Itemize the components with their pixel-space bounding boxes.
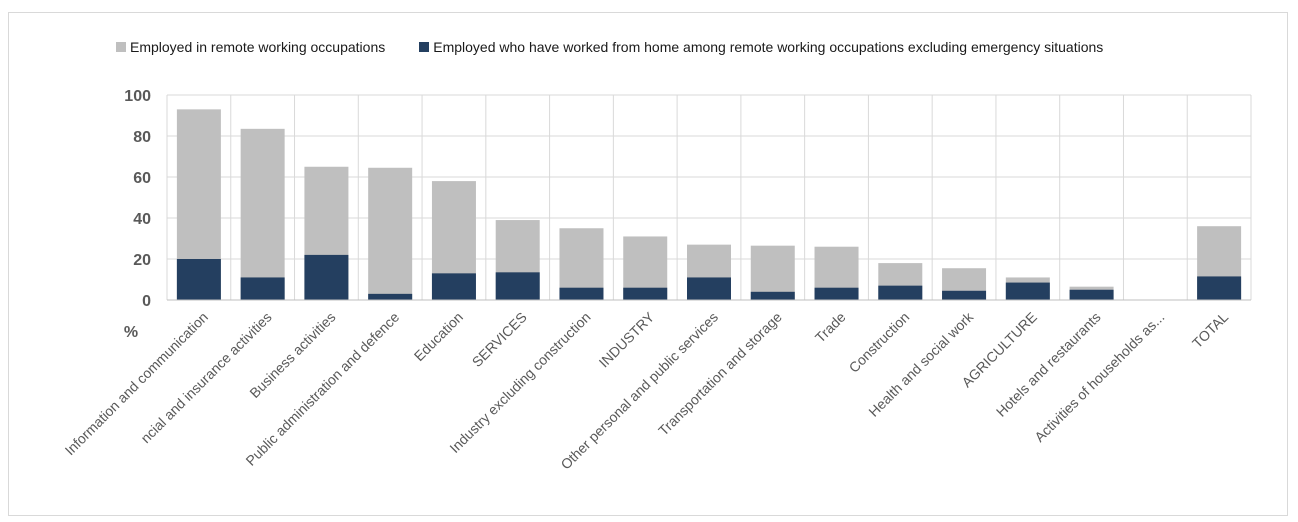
legend-label: Employed in remote working occupations bbox=[130, 39, 386, 55]
bar-remote-occupations bbox=[240, 128, 285, 300]
x-tick-label: TOTAL bbox=[1189, 309, 1231, 351]
x-tick-label: Hotels and restaurants bbox=[993, 309, 1104, 420]
y-tick-label: 60 bbox=[133, 170, 151, 187]
bar-remote-occupations bbox=[368, 167, 413, 300]
legend-item-remote-occupations: Employed in remote working occupations bbox=[116, 39, 385, 55]
bar-worked-from-home bbox=[368, 293, 413, 300]
x-tick-label: Construction bbox=[846, 309, 913, 376]
y-axis-unit-label: % bbox=[124, 324, 138, 341]
x-tick-label: ncial and insurance activities bbox=[137, 309, 274, 446]
bar-worked-from-home bbox=[878, 285, 923, 300]
legend-swatch-gray bbox=[116, 42, 126, 52]
bar-worked-from-home bbox=[942, 290, 987, 300]
legend-swatch-navy bbox=[419, 42, 430, 52]
bar-worked-from-home bbox=[559, 287, 604, 300]
y-tick-label: 0 bbox=[142, 293, 151, 310]
bar-worked-from-home bbox=[623, 287, 668, 300]
x-tick-label: INDUSTRY bbox=[596, 308, 658, 370]
y-tick-label: 80 bbox=[133, 129, 151, 146]
bar-remote-occupations bbox=[750, 245, 795, 300]
x-tick-label: Health and social work bbox=[865, 308, 977, 420]
x-tick-label: Activities of households as... bbox=[1031, 309, 1167, 445]
bar-worked-from-home bbox=[814, 287, 859, 300]
x-tick-label: SERVICES bbox=[469, 309, 530, 370]
bar-worked-from-home bbox=[431, 273, 476, 300]
y-tick-label: 40 bbox=[133, 211, 151, 228]
bar-worked-from-home bbox=[750, 291, 795, 300]
bar-worked-from-home bbox=[1197, 276, 1242, 300]
bar-worked-from-home bbox=[1005, 282, 1050, 300]
bar-worked-from-home bbox=[176, 259, 221, 300]
x-tick-label: Education bbox=[411, 309, 466, 364]
bar-worked-from-home bbox=[1069, 289, 1114, 300]
y-tick-label: 100 bbox=[124, 88, 151, 105]
bar-worked-from-home bbox=[495, 272, 540, 300]
gridlines bbox=[166, 94, 1252, 300]
legend-label: Employed who have worked from home among… bbox=[433, 39, 1104, 55]
bar-worked-from-home bbox=[304, 254, 349, 300]
legend-item-worked-from-home: Employed who have worked from home among… bbox=[419, 39, 1103, 55]
bar-worked-from-home bbox=[240, 277, 285, 300]
y-tick-label: 20 bbox=[133, 252, 151, 269]
legend: Employed in remote working occupations E… bbox=[116, 37, 1137, 57]
x-tick-label: Trade bbox=[812, 309, 849, 346]
x-tick-label: Transportation and storage bbox=[655, 309, 785, 439]
x-tick-label: Industry excluding construction bbox=[446, 309, 593, 456]
bars bbox=[176, 109, 1242, 300]
bar-worked-from-home bbox=[687, 277, 731, 300]
